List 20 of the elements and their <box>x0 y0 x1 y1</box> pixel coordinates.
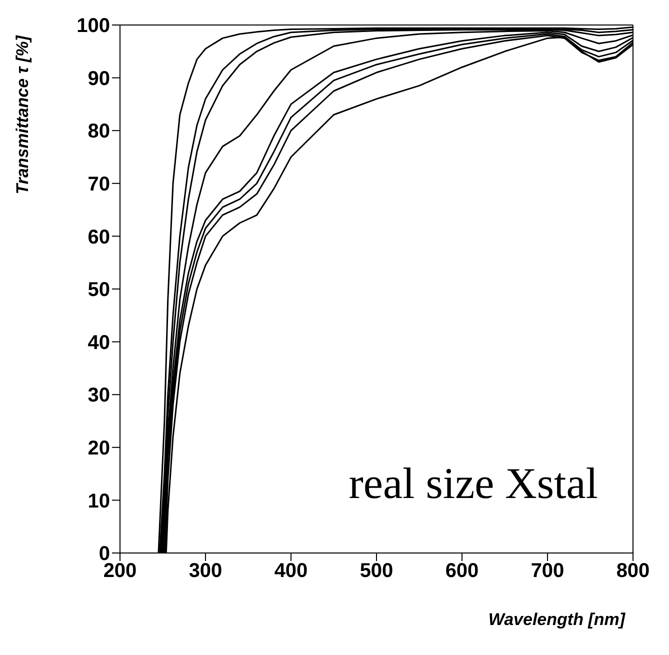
y-tick-label: 50 <box>88 279 110 302</box>
y-tick-label: 70 <box>88 174 110 196</box>
x-tick-label: 600 <box>445 560 479 582</box>
y-tick-label: 90 <box>88 68 110 90</box>
y-tick-label: 20 <box>88 438 110 460</box>
x-tick-label: 800 <box>616 560 650 582</box>
x-tick-label: 500 <box>360 560 394 582</box>
annotation: real size Xstal <box>348 458 598 509</box>
y-axis-title: Transmittance τ [%] <box>13 34 32 194</box>
x-tick-label: 700 <box>530 560 564 582</box>
y-tick-label: 10 <box>88 490 110 512</box>
y-tick-label: 30 <box>88 384 110 407</box>
x-axis-title: Wavelength [nm] <box>488 610 626 629</box>
x-tick-label: 400 <box>274 560 308 582</box>
y-tick-label: 80 <box>88 120 110 143</box>
y-tick-label: 40 <box>88 332 110 354</box>
x-tick-label: 200 <box>103 560 137 582</box>
y-tick-label: 100 <box>76 15 110 38</box>
x-tick-label: 300 <box>188 560 222 582</box>
y-tick-label: 60 <box>88 226 110 248</box>
